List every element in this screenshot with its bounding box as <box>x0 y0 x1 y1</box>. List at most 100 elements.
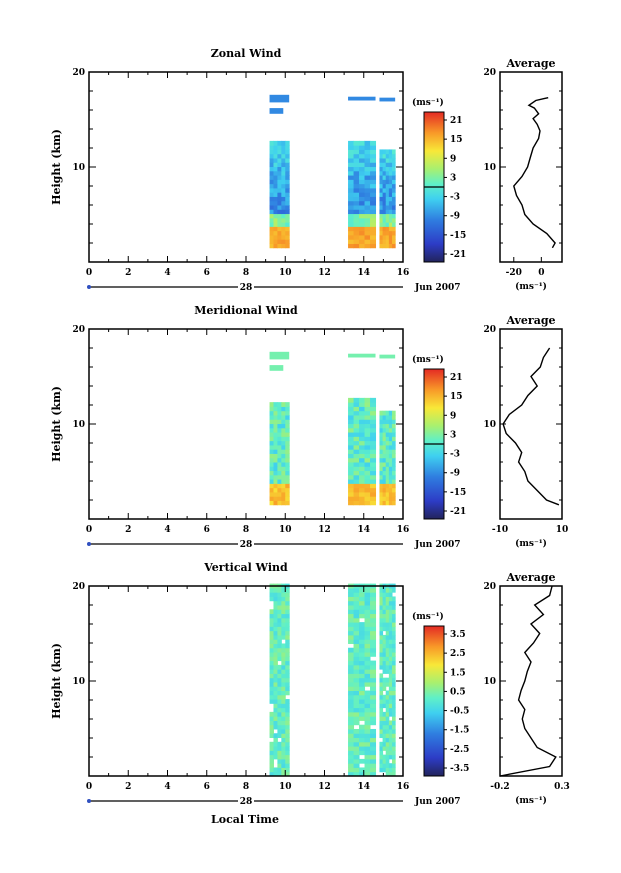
y-tick-label: 10 <box>72 420 85 430</box>
heat-cell <box>277 444 282 450</box>
heat-cell <box>281 466 286 472</box>
heat-cell <box>281 226 286 232</box>
heat-cell <box>353 720 360 726</box>
time-bar-start <box>87 285 91 289</box>
heat-cell <box>382 605 387 610</box>
heat-cell <box>382 239 387 244</box>
heat-cell <box>364 414 371 420</box>
heat-cell <box>370 605 377 610</box>
heat-cell <box>359 226 366 232</box>
heat-cell <box>392 213 396 219</box>
heat-cell <box>281 436 286 442</box>
heat-cell <box>364 605 371 610</box>
heat-cell <box>388 652 393 657</box>
heat-cell <box>385 626 390 632</box>
heat-cell <box>388 496 393 501</box>
heat-cell <box>385 209 390 215</box>
heat-cell <box>392 711 396 717</box>
heat-cell <box>359 626 366 632</box>
heat-cell <box>388 226 393 232</box>
heat-cell <box>348 200 355 206</box>
heat-cell <box>281 200 286 206</box>
heat-cell <box>353 622 360 627</box>
heat-cell <box>353 222 360 227</box>
heat-cell <box>379 234 384 240</box>
heat-cell <box>273 175 278 180</box>
heat-cell <box>348 669 355 674</box>
colorbar-unit: (ms⁻¹) <box>412 97 444 108</box>
heat-cell <box>277 652 282 657</box>
heat-cell <box>392 630 396 636</box>
heat-cell <box>388 724 393 730</box>
heat-cell <box>348 192 355 197</box>
heat-cell <box>364 166 371 172</box>
heat-cell <box>348 656 355 662</box>
heat-cell <box>353 234 360 240</box>
heat-cell <box>364 609 371 615</box>
heat-cell <box>273 677 278 683</box>
heat-cell <box>269 423 274 429</box>
heat-cell <box>364 162 371 168</box>
heat-cell <box>370 613 377 619</box>
heat-cell <box>353 436 360 442</box>
heat-cell <box>348 617 355 623</box>
heat-cell <box>364 711 371 717</box>
heat-cell <box>382 652 387 657</box>
heat-cell <box>348 423 355 429</box>
heat-cell <box>281 440 286 446</box>
heat-cell <box>285 605 290 610</box>
colorbar-tick-label: -21 <box>450 507 466 517</box>
heat-cell <box>359 149 366 155</box>
heat-cell <box>281 140 286 146</box>
heat-cell <box>388 771 393 777</box>
heat-cell <box>348 149 355 155</box>
heat-cell <box>281 686 286 691</box>
heat-cell <box>281 664 286 670</box>
heat-cell <box>285 626 290 632</box>
heat-cell <box>273 162 278 168</box>
heat-cell <box>353 470 360 476</box>
heat-cell <box>269 746 274 751</box>
colorbar-tick-label: 2.5 <box>450 649 466 659</box>
heat-cell <box>388 183 393 189</box>
heat-cell <box>277 643 282 649</box>
heat-cell <box>281 410 286 416</box>
heat-cell <box>392 660 396 666</box>
heat-cell <box>382 703 387 709</box>
heat-cell <box>285 243 290 249</box>
heat-cell <box>388 432 393 437</box>
heat-cell <box>281 230 286 236</box>
heat-cell <box>277 200 282 206</box>
heat-cell <box>379 728 384 734</box>
heat-cell <box>392 767 396 773</box>
heat-cell <box>285 440 290 446</box>
heat-cell <box>285 737 290 743</box>
heat-cell <box>285 179 290 185</box>
heat-cell <box>388 630 393 636</box>
heat-cell <box>370 699 377 704</box>
heat-cell <box>348 170 355 176</box>
heat-cell <box>392 754 396 760</box>
heat-cell <box>359 652 366 657</box>
heat-cell <box>385 192 390 197</box>
heat-cell <box>269 652 274 657</box>
heat-cell <box>379 162 384 168</box>
heat-cell <box>285 217 290 223</box>
heat-cell <box>359 737 366 743</box>
heat-cell <box>285 436 290 442</box>
heat-cell <box>348 153 355 159</box>
heat-cell <box>273 470 278 476</box>
heat-cell <box>273 436 278 442</box>
x-tick-label: 6 <box>204 525 210 535</box>
heat-cell <box>348 733 355 739</box>
heat-cell <box>385 733 390 739</box>
heat-cell <box>359 690 366 696</box>
heat-cell <box>273 622 278 627</box>
heat-cell <box>277 205 282 210</box>
heat-cell <box>379 149 384 155</box>
heat-cell <box>281 217 286 223</box>
average-y-tick-label: 20 <box>483 582 496 592</box>
heat-cell <box>392 728 396 734</box>
heat-cell <box>392 500 396 506</box>
heat-cell <box>285 724 290 730</box>
